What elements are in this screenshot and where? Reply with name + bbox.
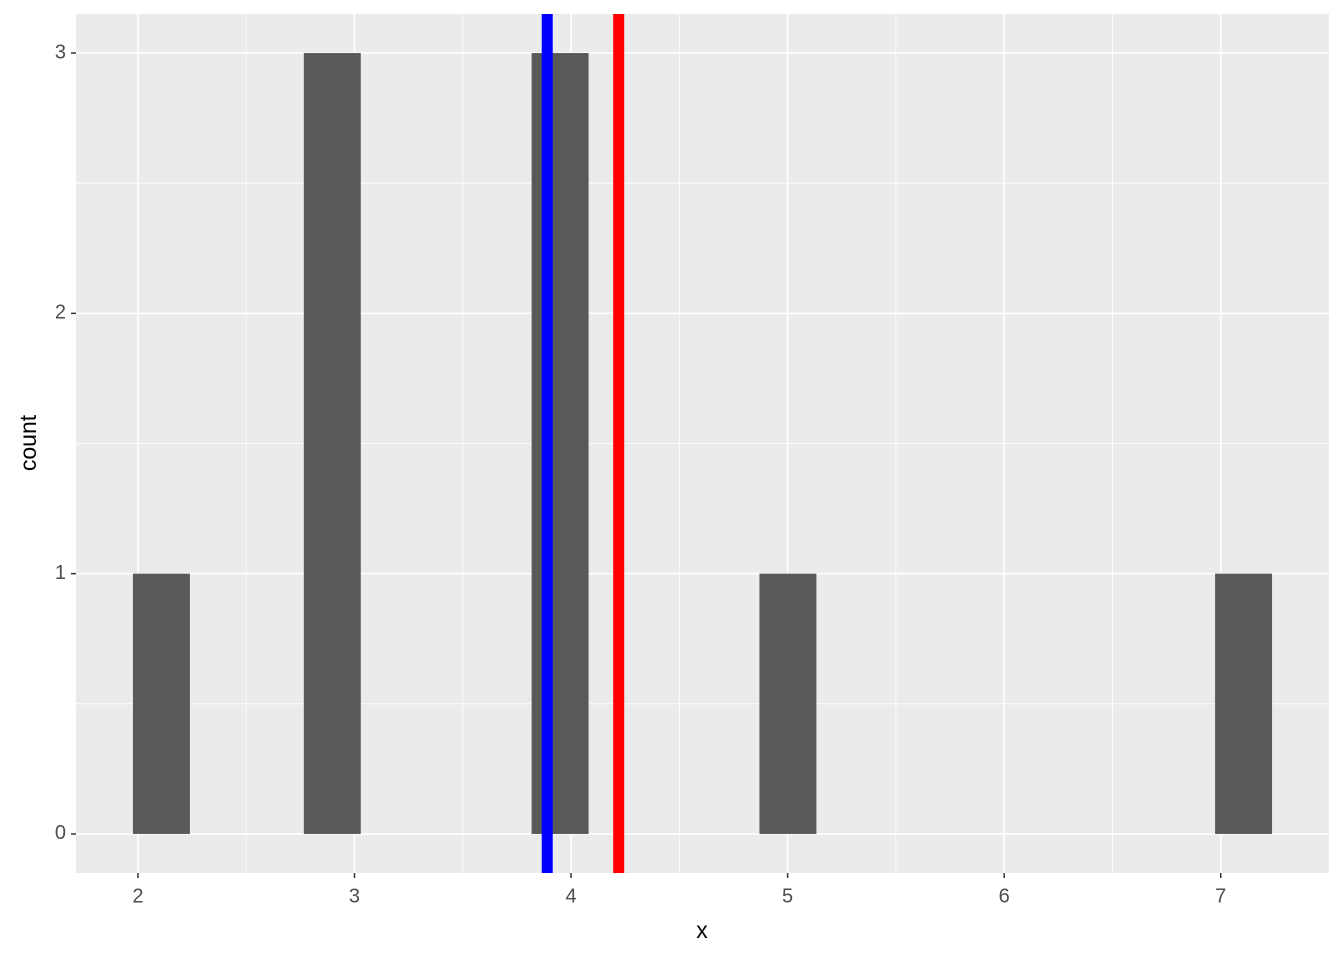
x-tick-label: 2 [132, 885, 143, 907]
y-tick-label: 0 [55, 822, 66, 844]
x-tick-label: 6 [999, 885, 1010, 907]
y-tick-label: 2 [55, 302, 66, 324]
x-tick-label: 3 [349, 885, 360, 907]
x-axis-title: x [696, 917, 708, 943]
y-axis-title: count [15, 414, 41, 471]
bar [759, 573, 817, 834]
x-tick-label: 5 [782, 885, 793, 907]
bar [132, 573, 190, 834]
bar [1215, 573, 1273, 834]
x-tick-label: 4 [565, 885, 576, 907]
y-tick-label: 3 [55, 41, 66, 63]
y-tick-label: 1 [55, 562, 66, 584]
bar [531, 53, 589, 834]
bar [303, 53, 361, 834]
x-tick-label: 7 [1215, 885, 1226, 907]
